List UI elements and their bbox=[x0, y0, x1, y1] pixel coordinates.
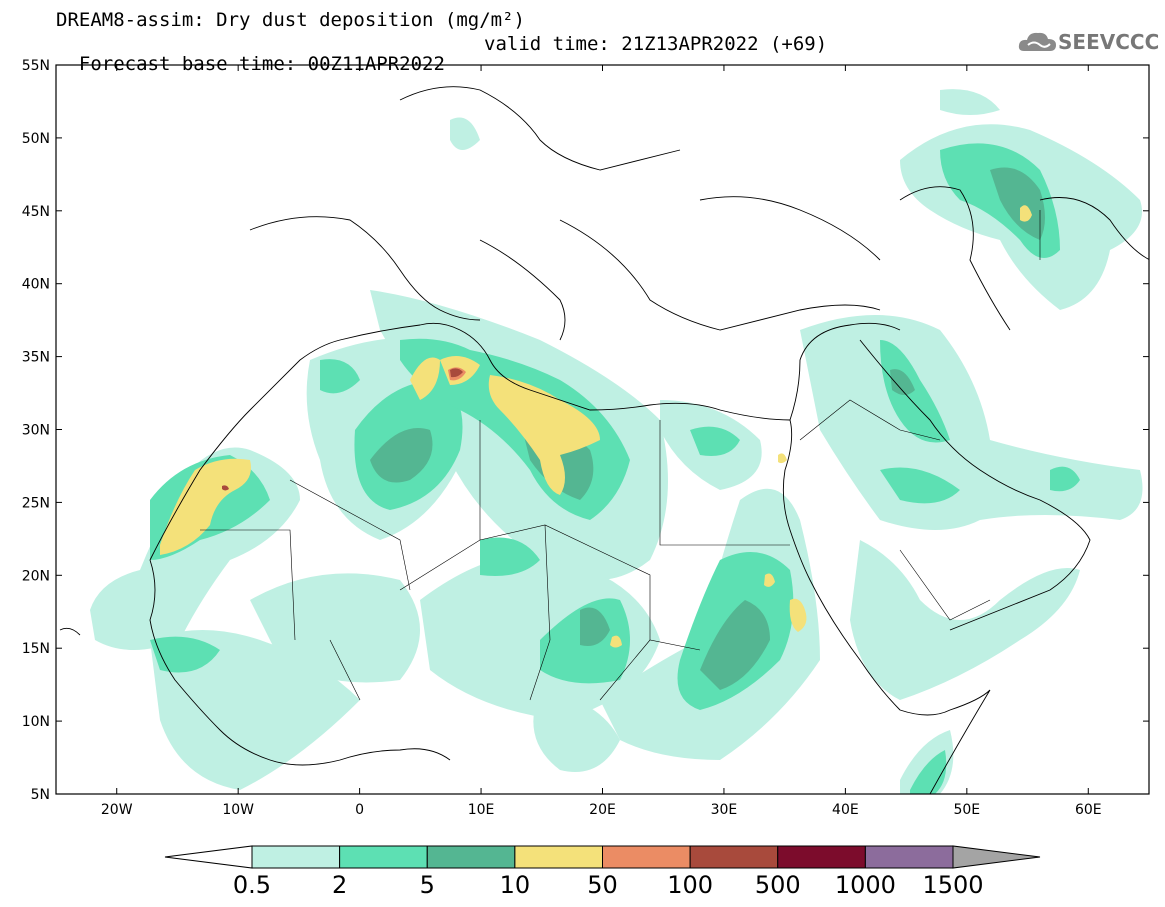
lon-tick-label: 0 bbox=[355, 802, 364, 818]
lat-tick-label: 45N bbox=[22, 204, 50, 220]
map-title: DREAM8-assim: Dry dust deposition (mg/m²… bbox=[56, 9, 525, 31]
colorbar-swatch bbox=[864, 845, 954, 869]
lon-tick-label: 60E bbox=[1075, 802, 1102, 818]
colorbar-label: 10 bbox=[500, 871, 531, 899]
colorbar-label: 5 bbox=[420, 871, 435, 899]
coastlines bbox=[59, 86, 1149, 794]
logo-text: SEEVCCC bbox=[1058, 30, 1160, 54]
colorbar-label: 1500 bbox=[922, 871, 983, 899]
latitude-axis: 5N 10N 15N 20N 25N 30N 35N 40N 45N 50N 55N bbox=[22, 58, 1149, 803]
dust-field bbox=[90, 89, 1143, 794]
lat-tick-label: 35N bbox=[22, 350, 50, 366]
lat-tick-label: 25N bbox=[22, 495, 50, 511]
lat-tick-label: 50N bbox=[22, 131, 50, 147]
lat-tick-label: 30N bbox=[22, 423, 50, 439]
colorbar-label: 100 bbox=[667, 871, 713, 899]
lat-tick-label: 20N bbox=[22, 568, 50, 584]
lat-tick-label: 5N bbox=[31, 787, 50, 803]
colorbar-swatch bbox=[339, 845, 428, 869]
lon-tick-label: 20E bbox=[589, 802, 616, 818]
colorbar-swatch bbox=[251, 845, 341, 869]
colorbar-label: 2 bbox=[332, 871, 347, 899]
lat-tick-label: 15N bbox=[22, 641, 50, 657]
colorbar-label: 0.5 bbox=[233, 871, 271, 899]
colorbar: 0.5 2 5 10 50 100 500 1000 1500 bbox=[164, 845, 1041, 899]
colorbar-swatch bbox=[602, 845, 691, 869]
longitude-axis: 20W 10W 0 10E 20E 30E 40E 50E 60E bbox=[101, 65, 1102, 818]
lon-tick-label: 10E bbox=[468, 802, 495, 818]
colorbar-swatch bbox=[777, 845, 866, 869]
lat-tick-label: 40N bbox=[22, 277, 50, 293]
colorbar-label: 500 bbox=[755, 871, 801, 899]
lat-tick-label: 10N bbox=[22, 714, 50, 730]
cloud-icon bbox=[1018, 32, 1056, 51]
valid-time: valid time: 21Z13APR2022 (+69) bbox=[484, 33, 828, 55]
colorbar-label: 1000 bbox=[835, 871, 896, 899]
colorbar-under-arrow bbox=[164, 845, 253, 869]
lon-tick-label: 50E bbox=[953, 802, 980, 818]
colorbar-swatch bbox=[514, 845, 603, 869]
borders bbox=[200, 210, 1041, 701]
lon-tick-label: 10W bbox=[222, 802, 254, 818]
colorbar-label: 50 bbox=[587, 871, 618, 899]
map-subtitle: Forecast base time: 00Z11APR2022 valid t… bbox=[56, 34, 827, 94]
lat-tick-label: 55N bbox=[22, 58, 50, 74]
colorbar-over-arrow bbox=[952, 845, 1041, 869]
base-time: Forecast base time: 00Z11APR2022 bbox=[78, 53, 445, 75]
lon-tick-label: 30E bbox=[711, 802, 738, 818]
colorbar-swatch bbox=[689, 845, 779, 869]
lon-tick-label: 40E bbox=[832, 802, 859, 818]
lon-tick-label: 20W bbox=[101, 802, 133, 818]
seevccc-logo: SEEVCCC bbox=[1018, 24, 1159, 58]
colorbar-swatch bbox=[426, 845, 516, 869]
